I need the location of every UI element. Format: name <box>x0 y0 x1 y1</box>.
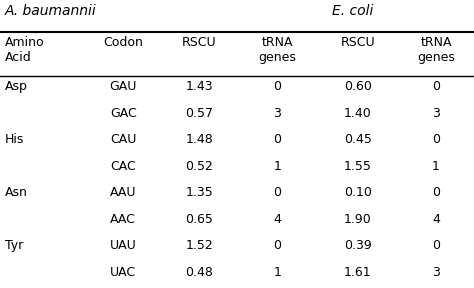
Text: 1.43: 1.43 <box>185 80 213 93</box>
Text: AAC: AAC <box>110 213 136 226</box>
Text: 4: 4 <box>432 213 440 226</box>
Text: 1: 1 <box>273 160 281 173</box>
Text: AAU: AAU <box>110 186 137 199</box>
Text: 0.48: 0.48 <box>185 266 213 278</box>
Text: CAC: CAC <box>110 160 136 173</box>
Text: 3: 3 <box>273 107 281 120</box>
Text: 0: 0 <box>273 239 281 252</box>
Text: Tyr: Tyr <box>5 239 23 252</box>
Text: 0: 0 <box>273 133 281 146</box>
Text: 0.65: 0.65 <box>185 213 213 226</box>
Text: 0: 0 <box>432 239 440 252</box>
Text: GAC: GAC <box>110 107 137 120</box>
Text: Amino
Acid: Amino Acid <box>5 36 45 64</box>
Text: CAU: CAU <box>110 133 137 146</box>
Text: 0.52: 0.52 <box>185 160 213 173</box>
Text: RSCU: RSCU <box>340 36 375 49</box>
Text: 0.60: 0.60 <box>344 80 372 93</box>
Text: RSCU: RSCU <box>182 36 217 49</box>
Text: 1.90: 1.90 <box>344 213 372 226</box>
Text: 0: 0 <box>273 80 281 93</box>
Text: 0.10: 0.10 <box>344 186 372 199</box>
Text: 1.35: 1.35 <box>185 186 213 199</box>
Text: A. baumannii: A. baumannii <box>5 4 97 18</box>
Text: 3: 3 <box>432 107 440 120</box>
Text: GAU: GAU <box>109 80 137 93</box>
Text: 1.40: 1.40 <box>344 107 372 120</box>
Text: UAU: UAU <box>110 239 137 252</box>
Text: tRNA
genes: tRNA genes <box>258 36 296 64</box>
Text: 0.39: 0.39 <box>344 239 372 252</box>
Text: 1.52: 1.52 <box>185 239 213 252</box>
Text: 0: 0 <box>432 133 440 146</box>
Text: 1.55: 1.55 <box>344 160 372 173</box>
Text: 1: 1 <box>432 160 440 173</box>
Text: 0: 0 <box>432 186 440 199</box>
Text: E. coli: E. coli <box>332 4 374 18</box>
Text: His: His <box>5 133 24 146</box>
Text: 0: 0 <box>273 186 281 199</box>
Text: 0.45: 0.45 <box>344 133 372 146</box>
Text: 1: 1 <box>273 266 281 278</box>
Text: 0: 0 <box>432 80 440 93</box>
Text: 4: 4 <box>273 213 281 226</box>
Text: Asn: Asn <box>5 186 27 199</box>
Text: 1.61: 1.61 <box>344 266 372 278</box>
Text: Asp: Asp <box>5 80 27 93</box>
Text: 3: 3 <box>432 266 440 278</box>
Text: tRNA
genes: tRNA genes <box>417 36 455 64</box>
Text: 1.48: 1.48 <box>185 133 213 146</box>
Text: 0.57: 0.57 <box>185 107 213 120</box>
Text: UAC: UAC <box>110 266 137 278</box>
Text: Codon: Codon <box>103 36 143 49</box>
